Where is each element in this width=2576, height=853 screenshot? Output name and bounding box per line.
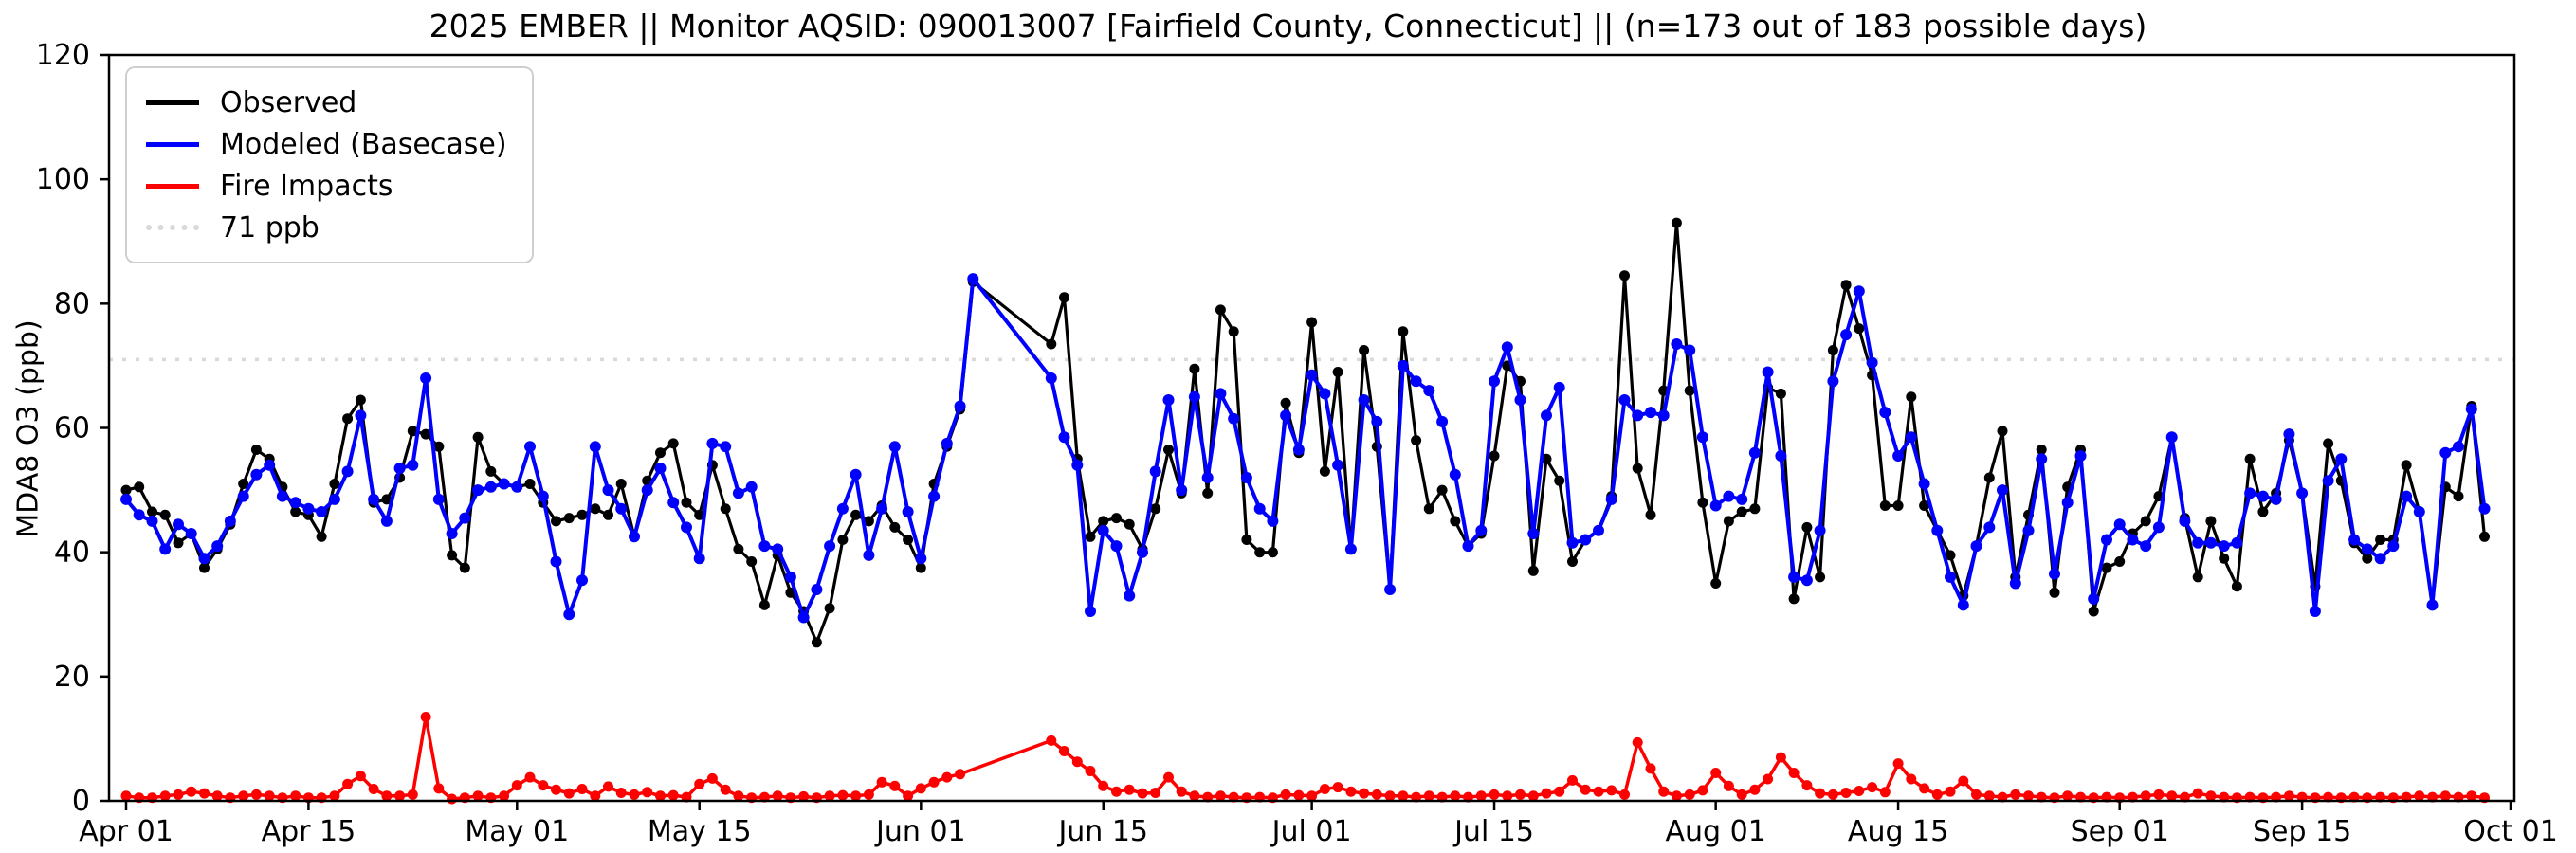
legend-label: Fire Impacts (220, 169, 393, 203)
legend-label: Modeled (Basecase) (220, 127, 507, 161)
svg-text:Aug 01: Aug 01 (1666, 815, 1766, 848)
observed-line-swatch (146, 100, 199, 105)
svg-text:Jun 15: Jun 15 (1056, 815, 1148, 848)
svg-text:Sep 01: Sep 01 (2071, 815, 2169, 848)
svg-text:May 01: May 01 (465, 815, 569, 848)
modeled-line-swatch (146, 141, 199, 147)
svg-text:Jul 01: Jul 01 (1270, 815, 1352, 848)
svg-text:20: 20 (54, 661, 90, 694)
legend-item-fire: Fire Impacts (146, 165, 507, 207)
svg-text:80: 80 (54, 287, 90, 320)
threshold-line-swatch (146, 225, 199, 230)
legend-label: Observed (220, 85, 357, 119)
svg-text:60: 60 (54, 412, 90, 445)
svg-text:May 15: May 15 (648, 815, 752, 848)
fire-line-swatch (146, 183, 199, 189)
svg-text:Apr 15: Apr 15 (262, 815, 356, 848)
svg-text:Aug 15: Aug 15 (1848, 815, 1948, 848)
svg-text:Jun 01: Jun 01 (874, 815, 966, 848)
svg-text:120: 120 (36, 39, 90, 72)
legend-item-threshold: 71 ppb (146, 207, 507, 248)
legend-item-observed: Observed (146, 82, 507, 123)
svg-text:Jul 15: Jul 15 (1452, 815, 1534, 848)
svg-text:Oct 01: Oct 01 (2463, 815, 2558, 848)
svg-text:40: 40 (54, 536, 90, 570)
svg-text:0: 0 (72, 785, 90, 818)
svg-text:Sep 15: Sep 15 (2253, 815, 2351, 848)
svg-text:100: 100 (36, 163, 90, 196)
svg-text:Apr 01: Apr 01 (79, 815, 174, 848)
legend-label: 71 ppb (220, 210, 320, 245)
legend-item-modeled: Modeled (Basecase) (146, 123, 507, 165)
legend-box: Observed Modeled (Basecase) Fire Impacts… (125, 66, 534, 263)
chart-title: 2025 EMBER || Monitor AQSID: 090013007 [… (429, 8, 2147, 45)
